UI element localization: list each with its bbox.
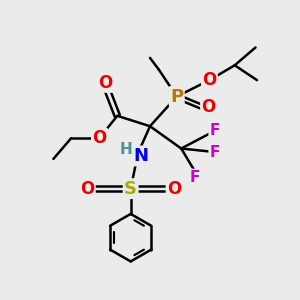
Text: H: H: [119, 142, 132, 157]
Text: S: S: [124, 180, 137, 198]
Text: O: O: [80, 180, 94, 198]
Text: N: N: [134, 147, 148, 165]
Text: O: O: [202, 71, 217, 89]
Text: O: O: [167, 180, 181, 198]
Text: O: O: [98, 74, 112, 92]
Text: F: F: [189, 170, 200, 185]
Text: F: F: [210, 123, 220, 138]
Text: O: O: [92, 129, 106, 147]
Text: P: P: [170, 88, 183, 106]
Text: O: O: [201, 98, 216, 116]
Text: F: F: [210, 146, 220, 160]
